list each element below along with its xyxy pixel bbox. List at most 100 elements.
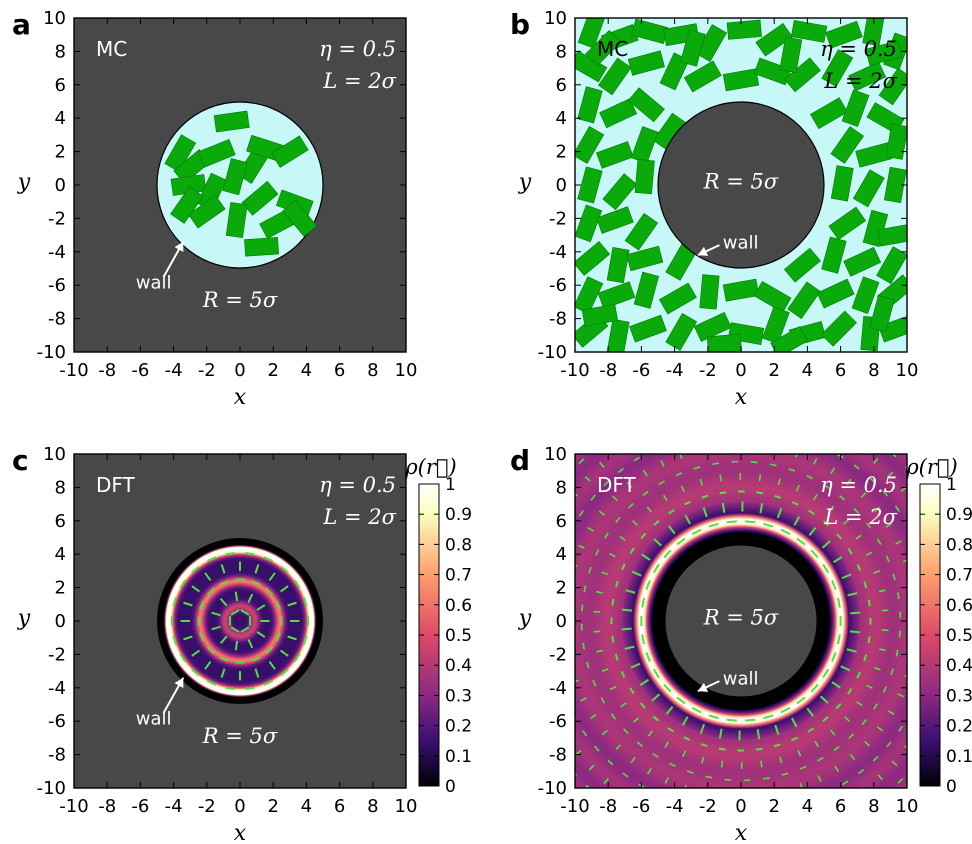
y-tick-label: -8 — [549, 745, 567, 766]
director-7-43 — [714, 825, 715, 832]
x-tick-label: 4 — [301, 360, 312, 381]
director-2-35 — [791, 736, 798, 742]
y-tick-label: 6 — [556, 75, 567, 96]
colorbar-tick-label: 1 — [946, 475, 957, 495]
x-tick-label: 6 — [334, 796, 345, 817]
director-8-55 — [897, 777, 904, 784]
rod-16 — [683, 60, 722, 93]
director-3-26 — [620, 702, 627, 708]
director-3-41 — [866, 684, 873, 690]
director-3-12 — [699, 478, 704, 486]
plot-content — [74, 454, 406, 788]
param-label: η = 0.5 — [319, 473, 396, 497]
director-8-19 — [594, 445, 599, 449]
y-tick-label: 0 — [55, 175, 66, 196]
director-4-45 — [873, 703, 878, 710]
director-6-18 — [617, 467, 625, 474]
director-0-20 — [293, 653, 301, 663]
rod-78 — [680, 29, 706, 67]
y-tick-label: -8 — [549, 309, 567, 330]
x-tick-label: 8 — [367, 360, 378, 381]
director-0-15 — [645, 580, 651, 591]
director-4-32 — [652, 753, 659, 758]
rod-55 — [876, 246, 907, 285]
x-tick-label: -2 — [198, 796, 216, 817]
director-2-6 — [807, 509, 815, 515]
director-4-22 — [583, 585, 587, 593]
director-7-21 — [575, 493, 578, 497]
x-tick-label: -4 — [666, 796, 684, 817]
director-0-28 — [780, 707, 791, 714]
director-3-28 — [647, 730, 654, 737]
y-tick-label: 2 — [55, 578, 66, 599]
rod-85 — [770, 326, 809, 352]
rod-15 — [225, 202, 248, 239]
director-8-49 — [793, 839, 799, 841]
x-tick-label: -10 — [560, 360, 589, 381]
director-1-17 — [625, 589, 636, 594]
director-1-16 — [254, 668, 260, 678]
rod-18 — [244, 237, 280, 257]
director-4-49 — [898, 630, 901, 638]
director-0-12 — [172, 635, 177, 645]
director-8-31 — [519, 663, 520, 670]
director-0-3 — [822, 563, 830, 574]
director-2-27 — [652, 715, 660, 722]
plot-area-c: -10-10-8-8-6-6-4-4-2-200224466881010xyDF… — [17, 444, 472, 844]
director-5-9 — [777, 446, 778, 452]
director-5-10 — [758, 443, 759, 450]
director-1-27 — [718, 728, 723, 739]
colorbar-tick-label: 0.7 — [946, 566, 972, 586]
y-tick-label: 0 — [556, 175, 567, 196]
param-label: η = 0.5 — [319, 37, 396, 61]
director-4-2 — [230, 609, 240, 616]
director-7-15 — [669, 421, 671, 427]
director-8-14 — [683, 401, 689, 403]
colorbar-tick-label: 0 — [445, 777, 456, 797]
director-0-13 — [179, 653, 187, 663]
rod-54 — [843, 246, 882, 277]
director-8-6 — [841, 418, 847, 421]
director-1-15 — [641, 553, 651, 561]
director-4-12 — [712, 462, 720, 465]
rod-71 — [693, 312, 732, 342]
director-3-37 — [814, 740, 820, 748]
director-4-27 — [592, 679, 597, 687]
director-1-36 — [846, 648, 857, 653]
director-2-25 — [629, 687, 635, 695]
director-3-6 — [813, 493, 818, 501]
director-4-10 — [750, 461, 758, 464]
director-1-12 — [684, 514, 691, 525]
director-3-40 — [856, 701, 863, 707]
director-7-8 — [806, 419, 808, 425]
director-4-1 — [885, 555, 890, 563]
rod-2 — [164, 134, 197, 173]
y-tick-label: 10 — [544, 8, 567, 29]
director-5-3 — [874, 506, 881, 513]
director-4-21 — [588, 566, 592, 574]
rod-23 — [577, 86, 603, 124]
director-2-0 — [867, 599, 871, 607]
director-0-2 — [831, 580, 837, 591]
y-tick-label: -2 — [549, 208, 567, 229]
x-axis-label: x — [234, 821, 247, 844]
plot-content — [575, 18, 907, 352]
director-6-15 — [668, 440, 674, 442]
director-6-22 — [570, 527, 573, 533]
director-1-14 — [220, 668, 226, 678]
director-7-6 — [841, 436, 844, 442]
director-0-9 — [179, 579, 187, 589]
director-2-5 — [219, 579, 229, 586]
director-7-4 — [872, 457, 879, 465]
panel-c: c -10-10-8-8-6-6-4-4-2-200224466881010xy… — [12, 444, 472, 844]
rod-21 — [848, 61, 887, 92]
director-7-31 — [538, 682, 544, 684]
director-8-52 — [849, 816, 855, 819]
director-2-33 — [755, 747, 763, 751]
x-tick-label: 10 — [896, 360, 919, 381]
director-0-9 — [726, 520, 737, 524]
director-4-7 — [806, 475, 813, 480]
x-tick-label: 2 — [267, 360, 278, 381]
director-8-15 — [664, 407, 670, 409]
